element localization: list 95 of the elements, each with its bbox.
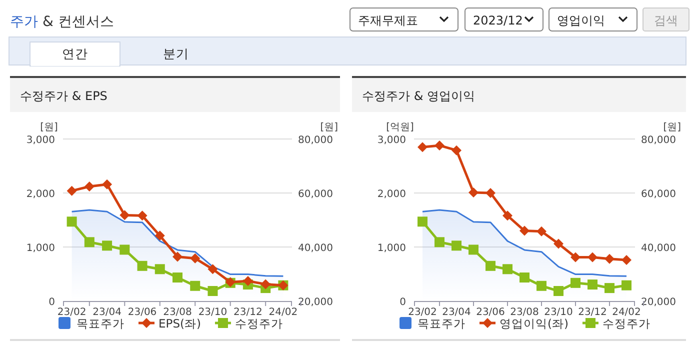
legend-label: EPS(좌) bbox=[158, 316, 201, 330]
point bbox=[588, 280, 598, 290]
point bbox=[154, 230, 165, 241]
text: 주재무제표 bbox=[358, 14, 418, 28]
point bbox=[84, 237, 94, 248]
point bbox=[452, 240, 462, 251]
chart-title: 수정주가 & EPS bbox=[20, 89, 108, 103]
point bbox=[154, 264, 165, 274]
x-tick-label: 24/02 bbox=[612, 307, 641, 318]
legend-label: 목표주가 bbox=[76, 316, 124, 330]
x-tick-label: 24/02 bbox=[268, 307, 298, 318]
point bbox=[452, 145, 462, 156]
point bbox=[102, 179, 112, 190]
x-tick-label: 23/06 bbox=[128, 307, 157, 318]
point bbox=[208, 286, 218, 296]
point bbox=[208, 264, 218, 274]
point bbox=[66, 216, 77, 227]
legend-label: 수정주가 bbox=[234, 316, 283, 330]
y2-tick-label: 80,000 bbox=[298, 135, 333, 146]
point bbox=[554, 286, 564, 296]
point bbox=[172, 252, 182, 262]
y-axis-title: [억원] bbox=[386, 122, 414, 133]
y2-tick-label: 80,000 bbox=[641, 135, 676, 146]
x-tick-label: 23/02 bbox=[57, 307, 86, 318]
point bbox=[604, 283, 614, 294]
text: 연간 bbox=[62, 46, 88, 61]
y2-axis-title: [원] bbox=[320, 122, 338, 133]
x-tick-label: 23/02 bbox=[408, 307, 437, 318]
y-tick-label: 3,000 bbox=[26, 135, 55, 146]
point bbox=[502, 210, 512, 221]
point bbox=[468, 187, 478, 198]
point bbox=[120, 210, 130, 220]
point bbox=[486, 260, 496, 271]
point bbox=[242, 276, 253, 286]
point bbox=[137, 210, 148, 221]
y2-tick-label: 40,000 bbox=[298, 243, 333, 254]
point bbox=[418, 142, 428, 152]
x-tick-label: 23/06 bbox=[476, 307, 505, 318]
point bbox=[520, 272, 530, 283]
y-tick-label: 1,000 bbox=[26, 243, 55, 254]
y-axis-title: [원] bbox=[40, 122, 58, 133]
text: 주가 & 컨센서스 bbox=[10, 14, 114, 30]
y2-axis-title: [원] bbox=[663, 122, 682, 133]
x-tick-label: 23/10 bbox=[198, 307, 228, 318]
x-tick-label: 23/10 bbox=[544, 307, 573, 318]
y2-tick-label: 40,000 bbox=[641, 243, 676, 254]
text: 검색 bbox=[654, 14, 678, 28]
x-tick-label: 23/12 bbox=[234, 307, 262, 318]
text: 2023/12 bbox=[473, 14, 523, 28]
point bbox=[190, 280, 200, 291]
x-tick-label: 23/08 bbox=[163, 307, 192, 318]
y-tick-label: 2,000 bbox=[377, 189, 406, 200]
point bbox=[486, 188, 496, 198]
point bbox=[622, 254, 632, 265]
point bbox=[588, 252, 598, 262]
y2-tick-label: 20,000 bbox=[298, 297, 333, 308]
x-tick-label: 23/04 bbox=[442, 307, 471, 318]
legend-label: 수정주가 bbox=[602, 316, 650, 330]
point bbox=[502, 264, 512, 274]
point bbox=[434, 140, 444, 150]
x-tick-label: 23/08 bbox=[510, 307, 539, 318]
point bbox=[520, 226, 530, 236]
point bbox=[120, 244, 130, 255]
point bbox=[570, 278, 580, 288]
y-tick-label: 0 bbox=[48, 297, 55, 308]
point bbox=[66, 186, 77, 196]
point bbox=[554, 238, 564, 249]
legend-label: 목표주가 bbox=[418, 316, 466, 330]
point bbox=[570, 252, 580, 262]
point bbox=[622, 280, 632, 290]
point bbox=[137, 260, 148, 271]
y-tick-label: 0 bbox=[400, 297, 406, 308]
point bbox=[172, 272, 182, 283]
y2-tick-label: 60,000 bbox=[641, 189, 676, 200]
point bbox=[190, 253, 200, 264]
point bbox=[536, 280, 546, 291]
y-tick-label: 2,000 bbox=[26, 189, 55, 200]
y-tick-label: 1,000 bbox=[377, 243, 406, 254]
x-tick-label: 23/04 bbox=[92, 307, 122, 318]
point bbox=[604, 254, 614, 264]
y-tick-label: 3,000 bbox=[377, 135, 406, 146]
y2-tick-label: 20,000 bbox=[641, 297, 676, 308]
point bbox=[84, 182, 94, 192]
x-tick-label: 23/12 bbox=[578, 307, 607, 318]
point bbox=[418, 216, 428, 227]
point bbox=[434, 237, 444, 248]
point bbox=[468, 244, 478, 255]
point bbox=[102, 240, 112, 251]
chart-title: 수정주가 & 영업이익 bbox=[362, 89, 475, 103]
point bbox=[260, 279, 271, 290]
text: 영업이익 bbox=[557, 14, 605, 28]
legend-label: 영업이익(좌) bbox=[500, 316, 568, 330]
text: 분기 bbox=[163, 46, 189, 61]
point bbox=[536, 226, 546, 236]
y2-tick-label: 60,000 bbox=[298, 189, 333, 200]
